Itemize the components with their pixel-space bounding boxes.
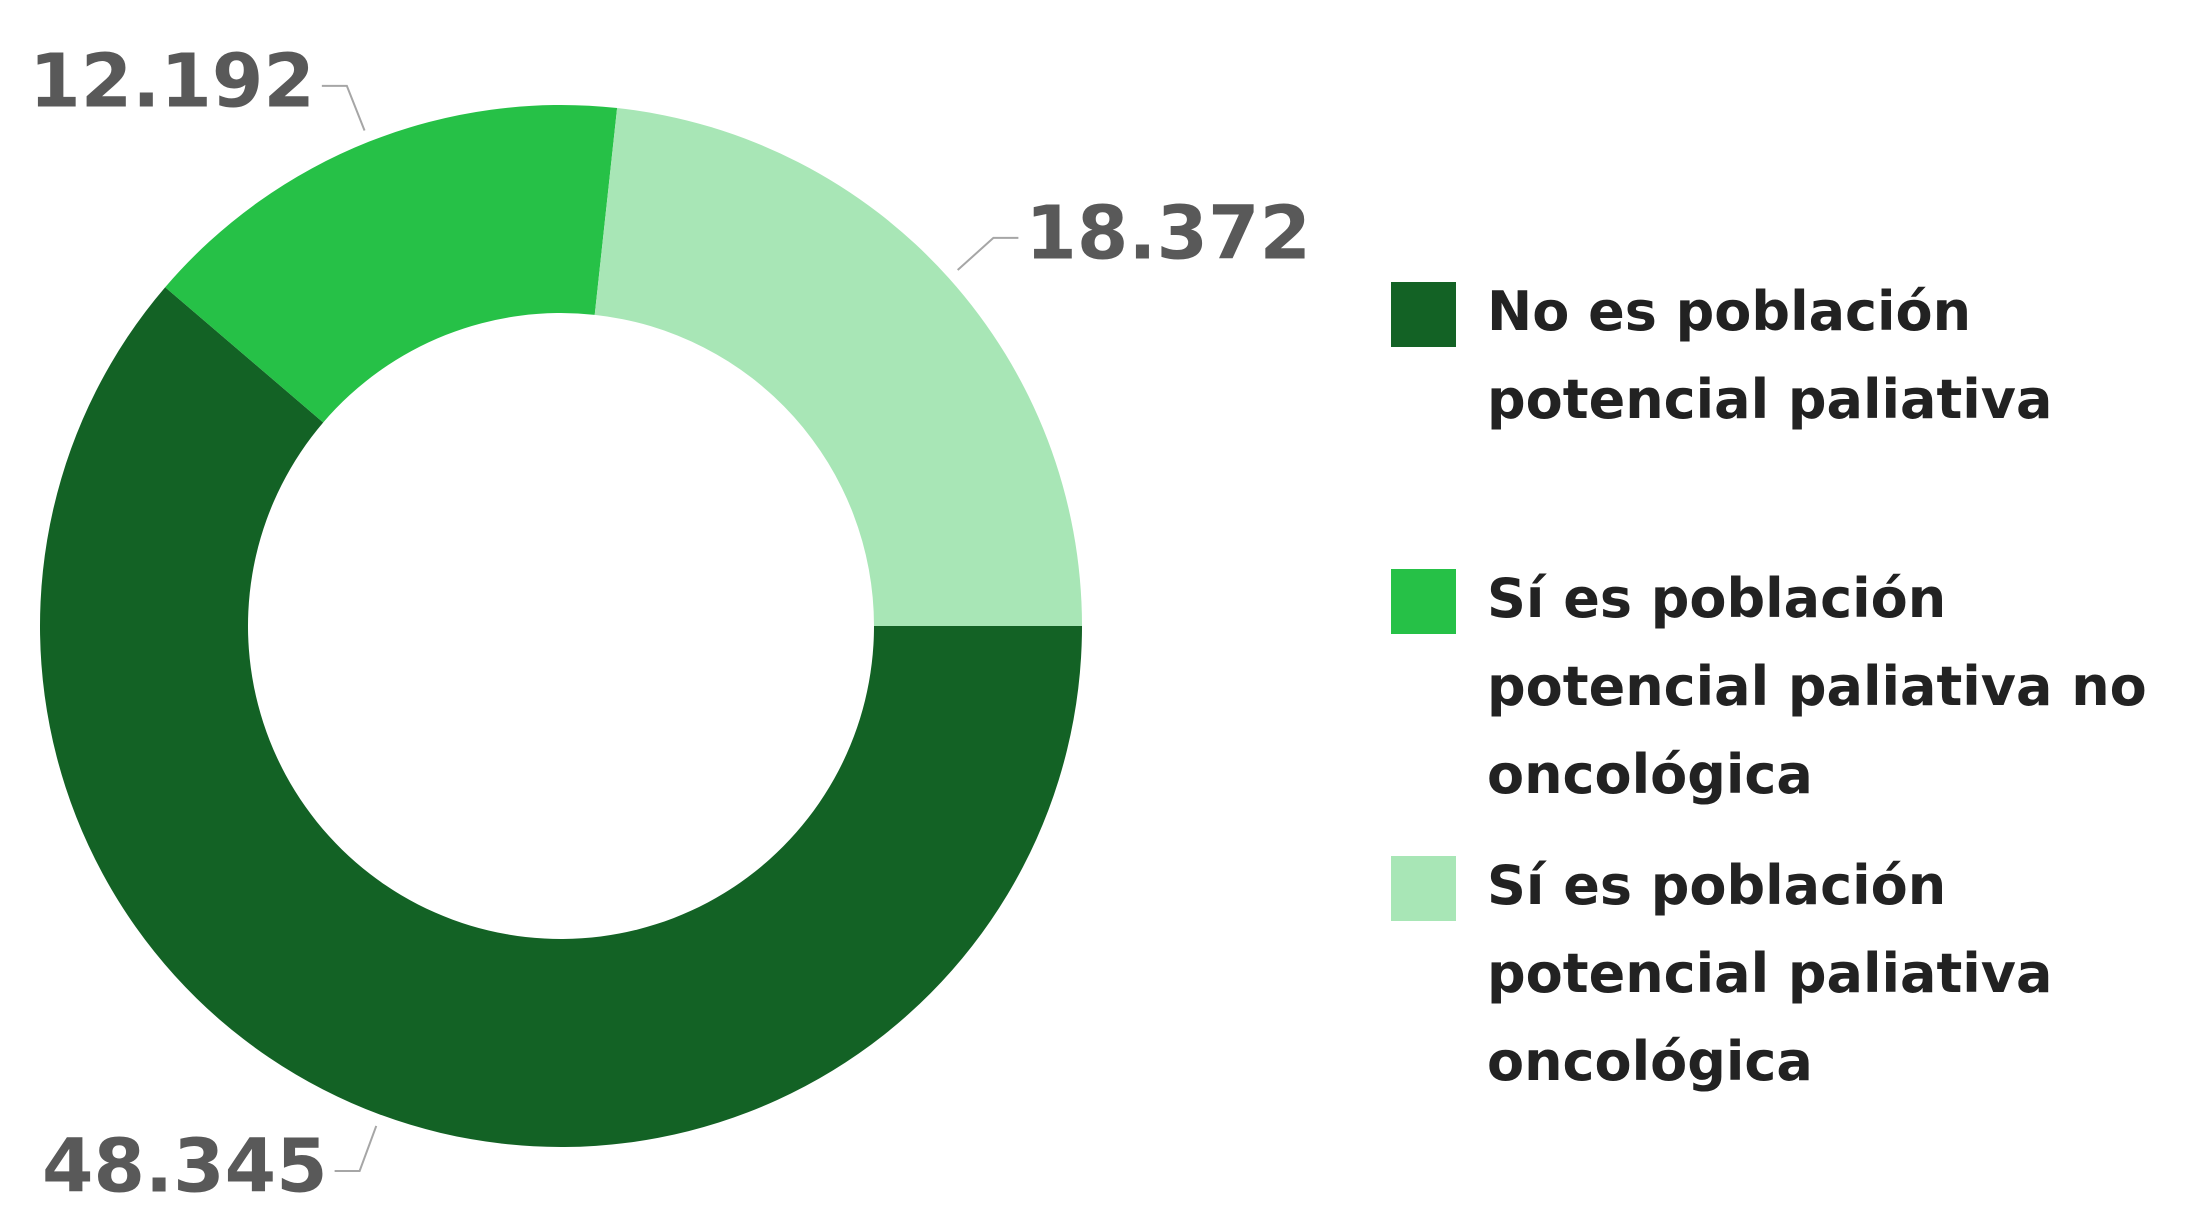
donut-slice: [594, 108, 1082, 626]
leader-line: [321, 84, 366, 131]
data-label: 18.372: [1025, 190, 1311, 276]
data-label: 12.192: [29, 38, 315, 124]
legend-swatch: [1391, 856, 1456, 921]
legend-label: Sí es población potencial paliativa no o…: [1487, 567, 2147, 806]
donut-slice: [165, 105, 618, 423]
legend-swatch: [1391, 569, 1456, 634]
legend-swatch: [1391, 282, 1456, 347]
legend-label: Sí es población potencial paliativa onco…: [1487, 854, 2053, 1093]
legend-item: No es población potencial paliativa: [1391, 268, 2206, 444]
legend-label: No es población potencial paliativa: [1487, 280, 2053, 431]
legend-item: Sí es población potencial paliativa onco…: [1391, 842, 2206, 1106]
donut-slice: [39, 287, 1082, 1148]
leader-line: [334, 1125, 378, 1172]
data-label: 48.345: [42, 1123, 328, 1209]
leader-line: [956, 236, 1019, 271]
legend-item: Sí es población potencial paliativa no o…: [1391, 555, 2206, 819]
